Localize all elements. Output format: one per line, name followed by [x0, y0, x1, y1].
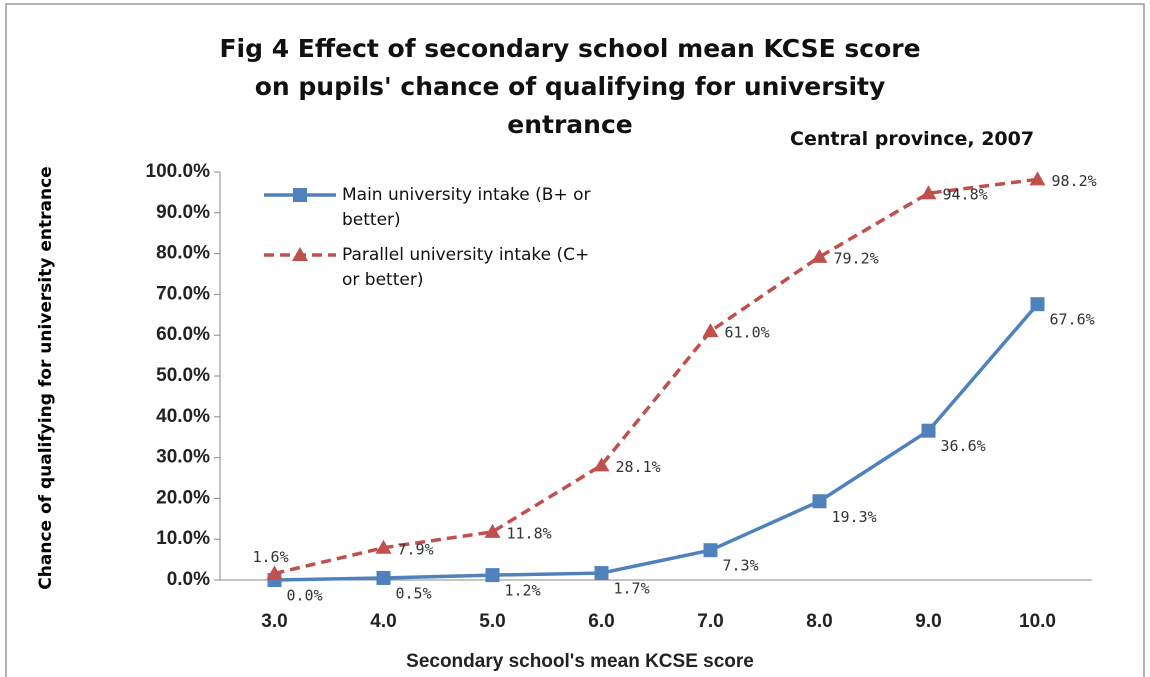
data-label: 11.8% — [507, 524, 552, 542]
y-tick-label: 0.0% — [167, 569, 210, 590]
data-label: 7.9% — [398, 540, 434, 558]
marker — [811, 248, 828, 263]
marker — [266, 565, 283, 580]
marker — [702, 323, 719, 338]
data-label: 67.6% — [1050, 311, 1095, 329]
legend: Main university intake (B+ or better) Par… — [262, 183, 682, 303]
marker — [376, 570, 391, 585]
marker — [920, 185, 937, 200]
marker — [812, 494, 827, 509]
data-label: 7.3% — [723, 557, 759, 575]
data-label: 94.8% — [943, 186, 988, 204]
x-tick-label: 8.0 — [806, 611, 832, 632]
legend-marker — [293, 188, 307, 202]
y-tick-label: 60.0% — [156, 324, 210, 345]
data-label: 0.5% — [396, 584, 432, 602]
legend-swatch — [264, 247, 336, 261]
data-label: 1.7% — [614, 580, 650, 598]
legend-marker — [292, 247, 308, 261]
legend-item: Main university intake (B+ or better) — [262, 183, 682, 233]
legend-label: Main university intake (B+ or better) — [342, 185, 591, 230]
marker — [1030, 297, 1045, 312]
data-label: 98.2% — [1052, 172, 1097, 190]
x-tick-label: 10.0 — [1019, 611, 1056, 632]
y-tick-label: 30.0% — [156, 447, 210, 468]
x-tick-label: 7.0 — [697, 611, 723, 632]
marker — [375, 539, 392, 554]
x-tick-label: 4.0 — [370, 611, 396, 632]
data-label: 79.2% — [834, 249, 879, 267]
x-tick-label: 5.0 — [479, 611, 505, 632]
y-tick-label: 90.0% — [156, 202, 210, 223]
x-tick-label: 9.0 — [915, 611, 941, 632]
data-label: 1.6% — [253, 548, 289, 566]
x-tick-label: 6.0 — [588, 611, 614, 632]
x-tick-label: 3.0 — [261, 611, 287, 632]
y-tick-label: 20.0% — [156, 487, 210, 508]
y-tick-label: 50.0% — [156, 365, 210, 386]
legend-item: Parallel university intake (C+ or better… — [262, 243, 682, 293]
data-label: 28.1% — [616, 458, 661, 476]
data-label: 0.0% — [287, 587, 323, 605]
marker — [485, 568, 500, 583]
marker — [594, 566, 609, 581]
marker — [484, 523, 501, 538]
data-label: 61.0% — [725, 324, 770, 342]
y-tick-label: 80.0% — [156, 243, 210, 264]
y-tick-label: 100.0% — [146, 161, 211, 182]
frame — [5, 3, 1145, 677]
data-label: 1.2% — [505, 582, 541, 600]
marker — [921, 423, 936, 438]
data-label: 19.3% — [832, 508, 877, 526]
y-tick-label: 40.0% — [156, 406, 210, 427]
marker — [593, 457, 610, 472]
marker — [703, 543, 718, 558]
y-tick-label: 10.0% — [156, 528, 210, 549]
legend-swatch — [264, 188, 336, 202]
y-axis-label: Chance of qualifying for university entr… — [36, 166, 56, 589]
series-line — [274, 303, 1039, 582]
legend-label: Parallel university intake (C+ or better… — [342, 245, 590, 290]
data-label: 36.6% — [941, 437, 986, 455]
series-line — [274, 177, 1038, 576]
marker — [1029, 171, 1046, 186]
x-axis-label: Secondary school's mean KCSE score — [406, 651, 754, 672]
chart-subtitle: Central province, 2007 — [790, 128, 1035, 150]
chart-title: Fig 4 Effect of secondary school mean KC… — [219, 34, 921, 139]
y-tick-label: 70.0% — [156, 283, 210, 304]
